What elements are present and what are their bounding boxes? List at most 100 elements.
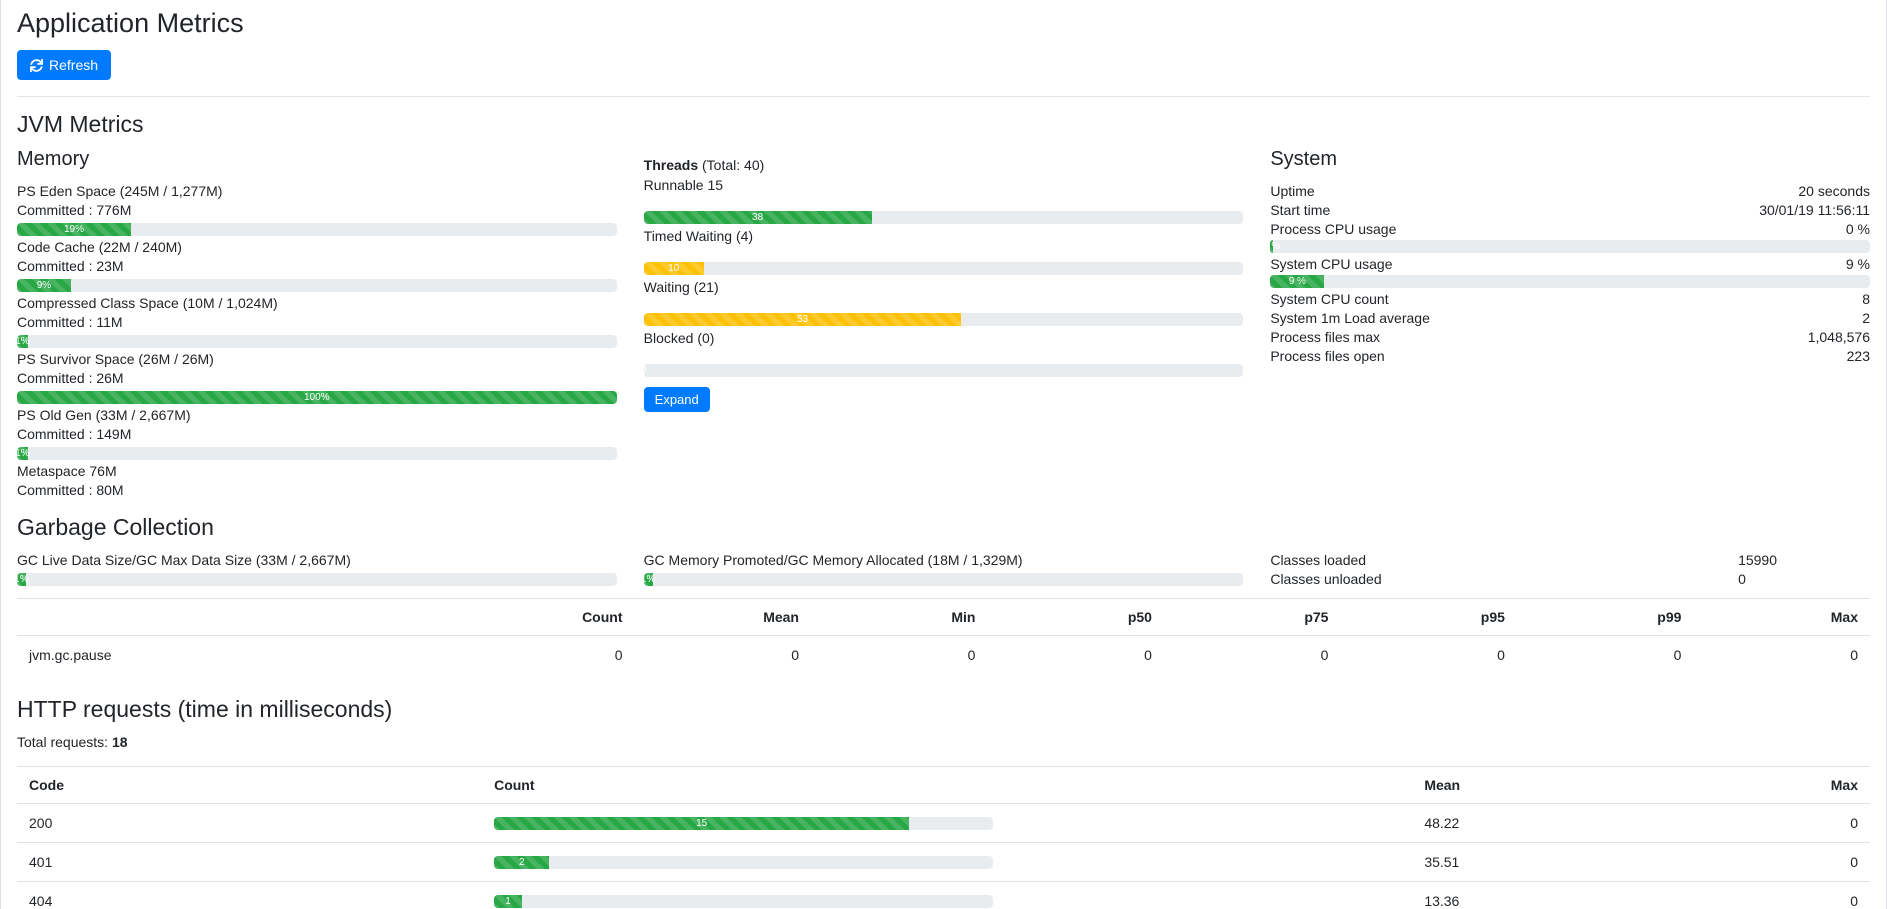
http-row-401: 401 2 35.51 0 [17,843,1870,882]
gc-grid: GC Live Data Size/GC Max Data Size (33M … [17,551,1870,589]
http-count-fill: 1 [494,895,522,908]
gc-live-data: GC Live Data Size/GC Max Data Size (33M … [17,551,617,589]
http-count-bar-wrap: 15 [494,817,992,830]
thread-progress-fill: 38 [644,211,872,224]
gc-pause-name: jvm.gc.pause [17,636,458,675]
system-row: Process files open 223 [1270,347,1870,366]
gc-heading: Garbage Collection [17,514,1870,541]
gc-progress-label: 1% [641,574,655,585]
gc-pause-max: 0 [1693,636,1870,675]
system-row: Start time 30/01/19 11:56:11 [1270,201,1870,220]
memory-progress-fill: 1% [17,335,28,348]
threads-title-rest: (Total: 40) [698,157,764,173]
jvm-metrics-grid: Memory PS Eden Space (245M / 1,277M) Com… [17,148,1870,500]
memory-column: Memory PS Eden Space (245M / 1,277M) Com… [17,148,617,500]
gc-pause-header-p95: p95 [1340,599,1516,636]
total-requests-value: 18 [112,734,128,750]
thread-progress-track: 10 [644,262,1244,275]
gc-progress-fill: 1% [17,573,26,586]
memory-progress-label: 1% [15,336,29,347]
refresh-button[interactable]: Refresh [17,50,111,80]
gc-pause-header-min: Min [811,599,987,636]
gc-memory-promoted: GC Memory Promoted/GC Memory Allocated (… [644,551,1244,589]
memory-progress-track: 1% [17,447,617,460]
gc-progress-label: 1% [14,574,28,585]
expand-threads-button[interactable]: Expand [644,387,710,412]
gc-pause-header-p50: p50 [987,599,1163,636]
system-row-label: System CPU count [1270,290,1388,309]
memory-progress-fill: 19% [17,223,131,236]
thread-item: Waiting (21) 53 [644,278,1244,326]
classes-unloaded-value: 0 [1738,570,1746,589]
thread-progress-fill: 53 [644,313,962,326]
http-code: 404 [17,882,482,909]
jvm-metrics-heading: JVM Metrics [17,111,1870,138]
thread-item: Blocked (0) 0 [644,329,1244,377]
thread-item-label: Waiting (21) [644,278,1244,297]
page-title: Application Metrics [17,8,1870,39]
thread-progress-label: 10 [668,263,679,274]
gc-pause-row: jvm.gc.pause 0 0 0 0 0 0 0 0 [17,636,1870,675]
gc-pause-table: Count Mean Min p50 p75 p95 p99 Max jvm.g… [17,598,1870,674]
memory-item-label: Compressed Class Space (10M / 1,024M) [17,294,617,313]
memory-heading: Memory [17,148,617,171]
system-row-label: System CPU usage [1270,255,1392,274]
system-row-value: 20 seconds [1798,182,1870,201]
http-count-cell: 1 [482,882,1412,909]
classes-unloaded-row: Classes unloaded 0 [1270,570,1870,589]
gc-classes: Classes loaded 15990 Classes unloaded 0 [1270,551,1870,589]
memory-item-label: PS Eden Space (245M / 1,277M) [17,182,617,201]
system-row: System CPU usage 9 % [1270,255,1870,274]
http-code: 200 [17,804,482,843]
http-count-bar-wrap: 1 [494,895,992,908]
thread-progress-label: 0 [641,365,647,376]
gc-pause-count: 0 [458,636,634,675]
thread-progress-track: 53 [644,313,1244,326]
gc-pause-header-empty [17,599,458,636]
thread-item-label: Runnable 15 [644,176,1244,195]
memory-progress-fill: 1% [17,447,28,460]
memory-progress-track: 1% [17,335,617,348]
gc-pause-header-p99: p99 [1517,599,1693,636]
http-header-code: Code [17,767,482,804]
classes-loaded-label: Classes loaded [1270,551,1738,570]
http-count-bar-wrap: 2 [494,856,992,869]
memory-progress-track: 100% [17,391,617,404]
system-row-value: 223 [1847,347,1870,366]
http-max: 0 [1700,804,1870,843]
system-row-value: 1,048,576 [1808,328,1870,347]
http-count-cell: 15 [482,804,1412,843]
memory-progress-fill: 9% [17,279,71,292]
http-max: 0 [1700,843,1870,882]
http-mean: 13.36 [1412,882,1699,909]
http-row-200: 200 15 48.22 0 [17,804,1870,843]
memory-item-label: Code Cache (22M / 240M) [17,238,617,257]
memory-item-label: Metaspace 76M [17,462,617,481]
threads-column: Threads (Total: 40) Runnable 15 38 Timed… [644,148,1244,500]
memory-progress-track: 9% [17,279,617,292]
system-column: System Uptime 20 seconds Start time 30/0… [1270,148,1870,500]
gc-pause-p99: 0 [1517,636,1693,675]
total-requests: Total requests: 18 [17,733,1870,752]
memory-item: PS Old Gen (33M / 2,667M) Committed : 14… [17,406,617,460]
classes-unloaded-label: Classes unloaded [1270,570,1738,589]
refresh-button-label: Refresh [49,57,98,73]
memory-progress-fill: 100% [17,391,617,404]
thread-progress-track: 38 [644,211,1244,224]
http-count-cell: 2 [482,843,1412,882]
gc-progress-track: 1% [17,573,617,586]
memory-item-committed: Committed : 23M [17,257,617,276]
memory-item-committed: Committed : 776M [17,201,617,220]
http-mean: 48.22 [1412,804,1699,843]
thread-item: Timed Waiting (4) 10 [644,227,1244,275]
gc-pause-header-row: Count Mean Min p50 p75 p95 p99 Max [17,599,1870,636]
http-count-fill: 15 [494,817,909,830]
memory-item: PS Survivor Space (26M / 26M) Committed … [17,350,617,404]
gc-progress-track: 1% [644,573,1244,586]
thread-item-label: Blocked (0) [644,329,1244,348]
http-header-max: Max [1700,767,1870,804]
memory-item-committed: Committed : 11M [17,313,617,332]
memory-item-committed: Committed : 80M [17,481,617,500]
memory-item: Compressed Class Space (10M / 1,024M) Co… [17,294,617,348]
system-row: System CPU count 8 [1270,290,1870,309]
